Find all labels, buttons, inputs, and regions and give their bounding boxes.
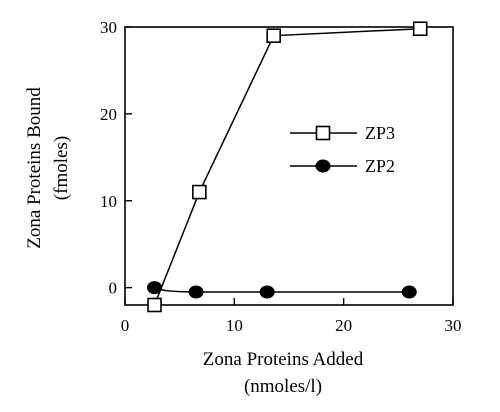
- y-tick-label: 0: [109, 279, 118, 298]
- point-zp3: [266, 28, 281, 43]
- legend-label-zp2: ZP2: [365, 156, 395, 176]
- plot-axes: [124, 26, 454, 306]
- x-tick-label: 20: [335, 316, 352, 335]
- y-tick-label: 30: [100, 18, 117, 37]
- x-tick-label: 30: [445, 316, 462, 335]
- y-tick-label: 20: [100, 105, 117, 124]
- x-axis-unit: (nmoles/l): [244, 376, 322, 397]
- series-line-zp3: [153, 27, 421, 306]
- point-zp3: [412, 21, 428, 37]
- legend-marker-zp2: [315, 159, 331, 173]
- legend: ZP3 ZP2: [290, 123, 395, 176]
- y-tick-label: 10: [100, 192, 117, 211]
- x-axis-title: Zona Proteins Added: [203, 349, 364, 370]
- legend-label-zp3: ZP3: [365, 123, 395, 143]
- y-axis-unit: (fmoles): [51, 136, 72, 200]
- point-zp2: [259, 285, 275, 299]
- x-tick-label: 10: [226, 316, 243, 335]
- series-layer: [147, 21, 428, 313]
- point-zp3: [192, 184, 207, 200]
- point-zp2: [188, 285, 204, 299]
- y-axis-title: Zona Proteins Bound: [24, 87, 45, 249]
- point-zp3: [147, 297, 162, 313]
- point-zp2: [401, 285, 417, 299]
- x-tick-label: 0: [121, 316, 130, 335]
- point-zp2: [147, 281, 163, 295]
- axis-ticks: 0 10 20 30 0 10 20 30: [100, 18, 462, 335]
- legend-marker-zp3: [315, 125, 331, 141]
- plot-frame: [124, 26, 454, 306]
